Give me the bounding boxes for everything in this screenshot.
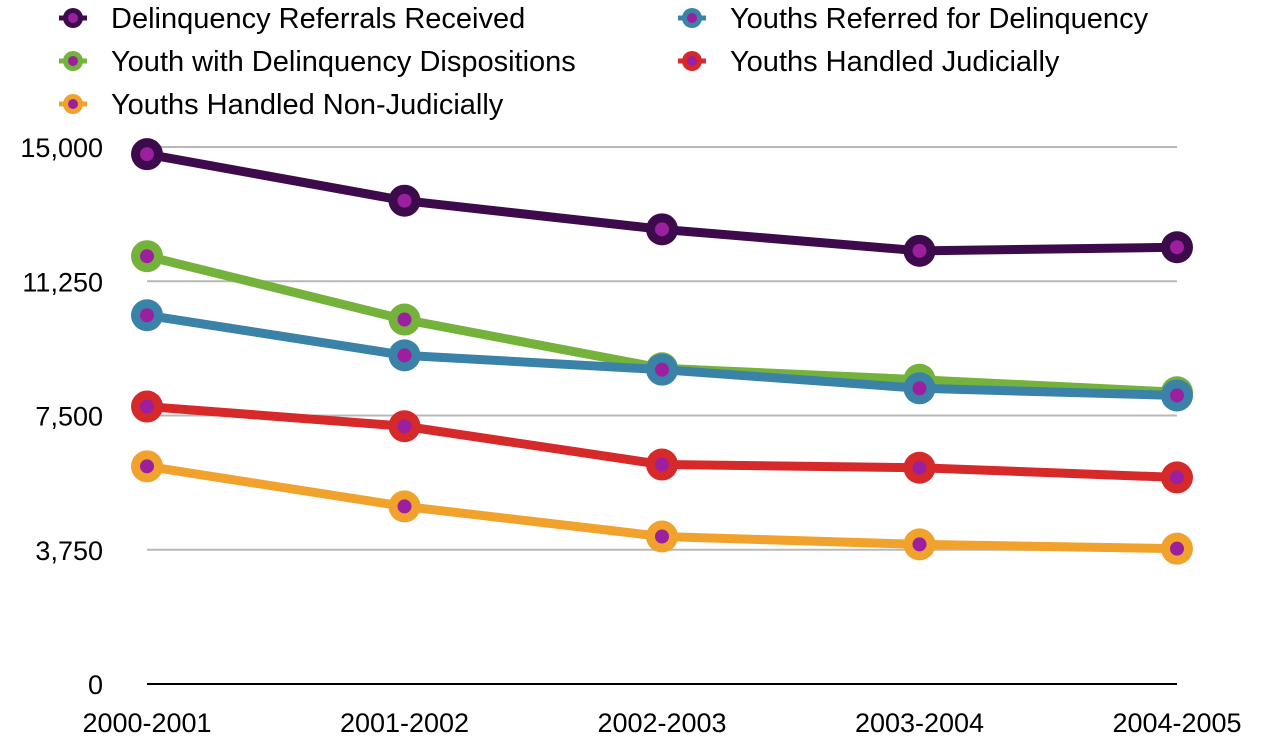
data-point-center: [140, 459, 154, 474]
x-tick-label: 2004-2005: [1112, 708, 1241, 738]
legend-label: Youths Handled Non-Judicially: [111, 89, 504, 121]
data-point-center: [1170, 541, 1184, 556]
data-point-center: [912, 243, 927, 258]
x-tick-label: 2000-2001: [82, 708, 211, 738]
legend-marker-center: [687, 13, 697, 23]
series-youths-referred-for-delinquency: [131, 299, 1193, 412]
legend-item-youths-handled-judicially: Youths Handled Judicially: [678, 46, 1060, 78]
data-point-center: [397, 419, 412, 434]
legend-marker-center: [68, 13, 78, 23]
data-point-center: [1170, 388, 1184, 403]
data-point-center: [655, 222, 669, 237]
data-point-center: [140, 249, 154, 264]
y-tick-label: 0: [88, 670, 103, 700]
data-point-center: [397, 499, 412, 514]
data-point-center: [140, 399, 154, 414]
data-point-center: [397, 312, 412, 327]
series-youths-handled-non-judicially: [131, 450, 1193, 565]
legend-marker-center: [687, 56, 697, 66]
data-point-center: [655, 362, 669, 377]
chart-legend: Delinquency Referrals Received Youths Ref…: [59, 3, 1149, 121]
data-point-center: [397, 348, 412, 363]
x-tick-label: 2002-2003: [597, 708, 726, 738]
legend-item-youths-handled-non-judicially: Youths Handled Non-Judicially: [59, 89, 504, 121]
y-axis-tick-labels: 0 3,750 7,500 11,250 15,000: [20, 133, 103, 700]
data-point-center: [397, 193, 412, 208]
data-point-center: [912, 537, 927, 552]
legend-item-youths-referred-for-delinquency: Youths Referred for Delinquency: [678, 3, 1149, 35]
legend-label: Delinquency Referrals Received: [111, 3, 525, 35]
y-tick-label: 3,750: [35, 536, 103, 566]
data-point-center: [1170, 470, 1184, 485]
legend-label: Youth with Delinquency Dispositions: [111, 46, 576, 78]
legend-item-delinquency-referrals-received: Delinquency Referrals Received: [59, 3, 525, 35]
y-tick-label: 15,000: [20, 133, 103, 163]
legend-item-youth-with-delinquency-dispositions: Youth with Delinquency Dispositions: [59, 46, 576, 78]
data-point-center: [140, 308, 154, 323]
legend-label: Youths Referred for Delinquency: [730, 3, 1149, 35]
series-delinquency-referrals-received: [131, 138, 1193, 267]
data-point-center: [912, 460, 927, 475]
data-point-center: [655, 529, 669, 544]
legend-marker-center: [68, 99, 78, 109]
x-tick-label: 2003-2004: [855, 708, 984, 738]
data-series: [131, 138, 1193, 565]
data-point-center: [1170, 240, 1184, 255]
data-point-center: [912, 381, 927, 396]
legend-marker-center: [68, 56, 78, 66]
data-point-center: [140, 147, 154, 162]
series-youths-handled-judicially: [131, 390, 1193, 494]
y-tick-label: 7,500: [35, 402, 103, 432]
x-tick-label: 2001-2002: [340, 708, 469, 738]
x-axis: 2000-2001 2001-2002 2002-2003 2003-2004 2004…: [82, 683, 1242, 738]
legend-label: Youths Handled Judicially: [730, 46, 1060, 78]
y-tick-label: 11,250: [22, 267, 103, 297]
data-point-center: [655, 457, 669, 472]
